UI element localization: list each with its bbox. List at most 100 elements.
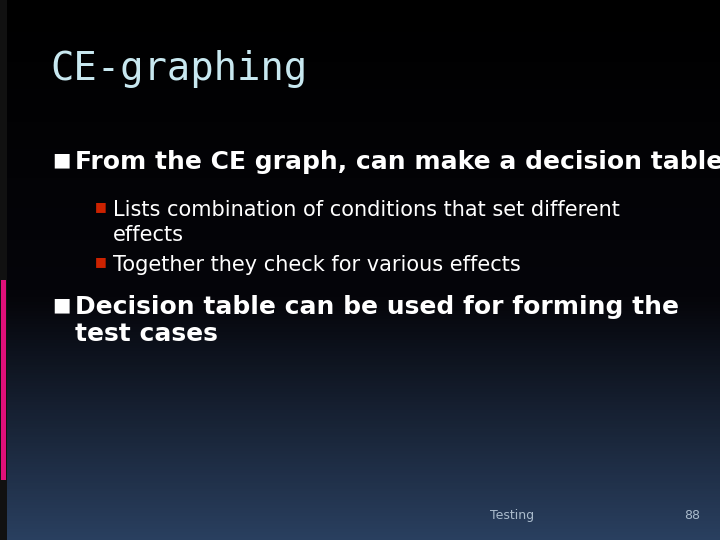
Bar xyxy=(0,73,720,76)
Bar xyxy=(0,140,720,143)
Bar xyxy=(0,335,720,338)
Bar xyxy=(0,254,720,256)
Bar xyxy=(0,497,720,500)
Bar xyxy=(0,321,720,324)
Text: ■: ■ xyxy=(95,200,107,213)
Bar xyxy=(0,108,720,111)
Bar xyxy=(0,265,720,267)
Bar xyxy=(0,332,720,335)
Bar xyxy=(0,529,720,532)
Bar xyxy=(0,440,720,443)
Bar xyxy=(0,308,720,310)
Bar xyxy=(0,216,720,219)
Bar xyxy=(0,375,720,378)
Bar xyxy=(0,167,720,170)
Bar xyxy=(0,427,720,429)
Bar xyxy=(0,324,720,327)
Bar xyxy=(1,280,6,340)
Bar xyxy=(0,70,720,73)
Bar xyxy=(0,38,720,40)
Bar xyxy=(0,367,720,370)
Bar xyxy=(0,343,720,346)
Bar xyxy=(0,238,720,240)
Bar xyxy=(0,213,720,216)
Bar xyxy=(0,0,720,3)
Bar xyxy=(0,284,720,286)
Bar xyxy=(0,24,720,27)
Bar xyxy=(0,437,720,440)
Bar xyxy=(0,259,720,262)
Bar xyxy=(0,486,720,489)
Bar xyxy=(0,532,720,535)
Bar xyxy=(0,400,720,402)
Bar xyxy=(0,313,720,316)
Bar xyxy=(0,273,720,275)
Bar xyxy=(0,346,720,348)
Bar xyxy=(0,165,720,167)
Bar xyxy=(0,224,720,227)
Bar xyxy=(0,483,720,486)
Bar xyxy=(0,62,720,65)
Bar xyxy=(0,537,720,540)
Bar xyxy=(0,86,720,89)
Text: ■: ■ xyxy=(52,295,71,314)
Bar xyxy=(0,208,720,211)
Bar xyxy=(0,176,720,178)
Bar xyxy=(0,416,720,418)
Bar xyxy=(0,316,720,319)
Bar xyxy=(0,500,720,502)
Bar xyxy=(0,14,720,16)
Bar xyxy=(0,19,720,22)
Bar xyxy=(0,267,720,270)
Bar xyxy=(0,59,720,62)
Bar xyxy=(0,292,720,294)
Bar xyxy=(0,491,720,494)
Bar xyxy=(0,302,720,305)
Text: Lists combination of conditions that set different: Lists combination of conditions that set… xyxy=(113,200,620,220)
Bar xyxy=(0,189,720,192)
Bar xyxy=(0,454,720,456)
Bar xyxy=(0,94,720,97)
Bar xyxy=(0,516,720,518)
Bar xyxy=(0,81,720,84)
Bar xyxy=(0,378,720,381)
Bar xyxy=(0,103,720,105)
Bar xyxy=(0,348,720,351)
Bar xyxy=(0,181,720,184)
Bar xyxy=(0,192,720,194)
Bar xyxy=(0,0,7,540)
Bar xyxy=(0,243,720,246)
Bar xyxy=(1,280,6,480)
Bar xyxy=(0,502,720,505)
Bar xyxy=(0,105,720,108)
Bar xyxy=(0,359,720,362)
Bar xyxy=(0,30,720,32)
Bar xyxy=(0,432,720,435)
Bar xyxy=(0,394,720,397)
Bar xyxy=(0,157,720,159)
Bar xyxy=(0,127,720,130)
Bar xyxy=(0,489,720,491)
Text: ■: ■ xyxy=(52,150,71,169)
Bar xyxy=(0,413,720,416)
Bar xyxy=(0,138,720,140)
Bar xyxy=(0,405,720,408)
Bar xyxy=(0,513,720,516)
Bar xyxy=(0,57,720,59)
Bar xyxy=(0,451,720,454)
Text: ■: ■ xyxy=(95,255,107,268)
Bar xyxy=(0,111,720,113)
Bar xyxy=(0,3,720,5)
Bar xyxy=(0,211,720,213)
Bar xyxy=(0,518,720,521)
Text: Decision table can be used for forming the: Decision table can be used for forming t… xyxy=(75,295,679,319)
Bar xyxy=(0,475,720,478)
Bar xyxy=(0,148,720,151)
Bar xyxy=(0,373,720,375)
Bar xyxy=(0,51,720,54)
Bar xyxy=(0,410,720,413)
Bar xyxy=(0,232,720,235)
Bar xyxy=(0,184,720,186)
Bar xyxy=(0,227,720,229)
Bar xyxy=(0,383,720,386)
